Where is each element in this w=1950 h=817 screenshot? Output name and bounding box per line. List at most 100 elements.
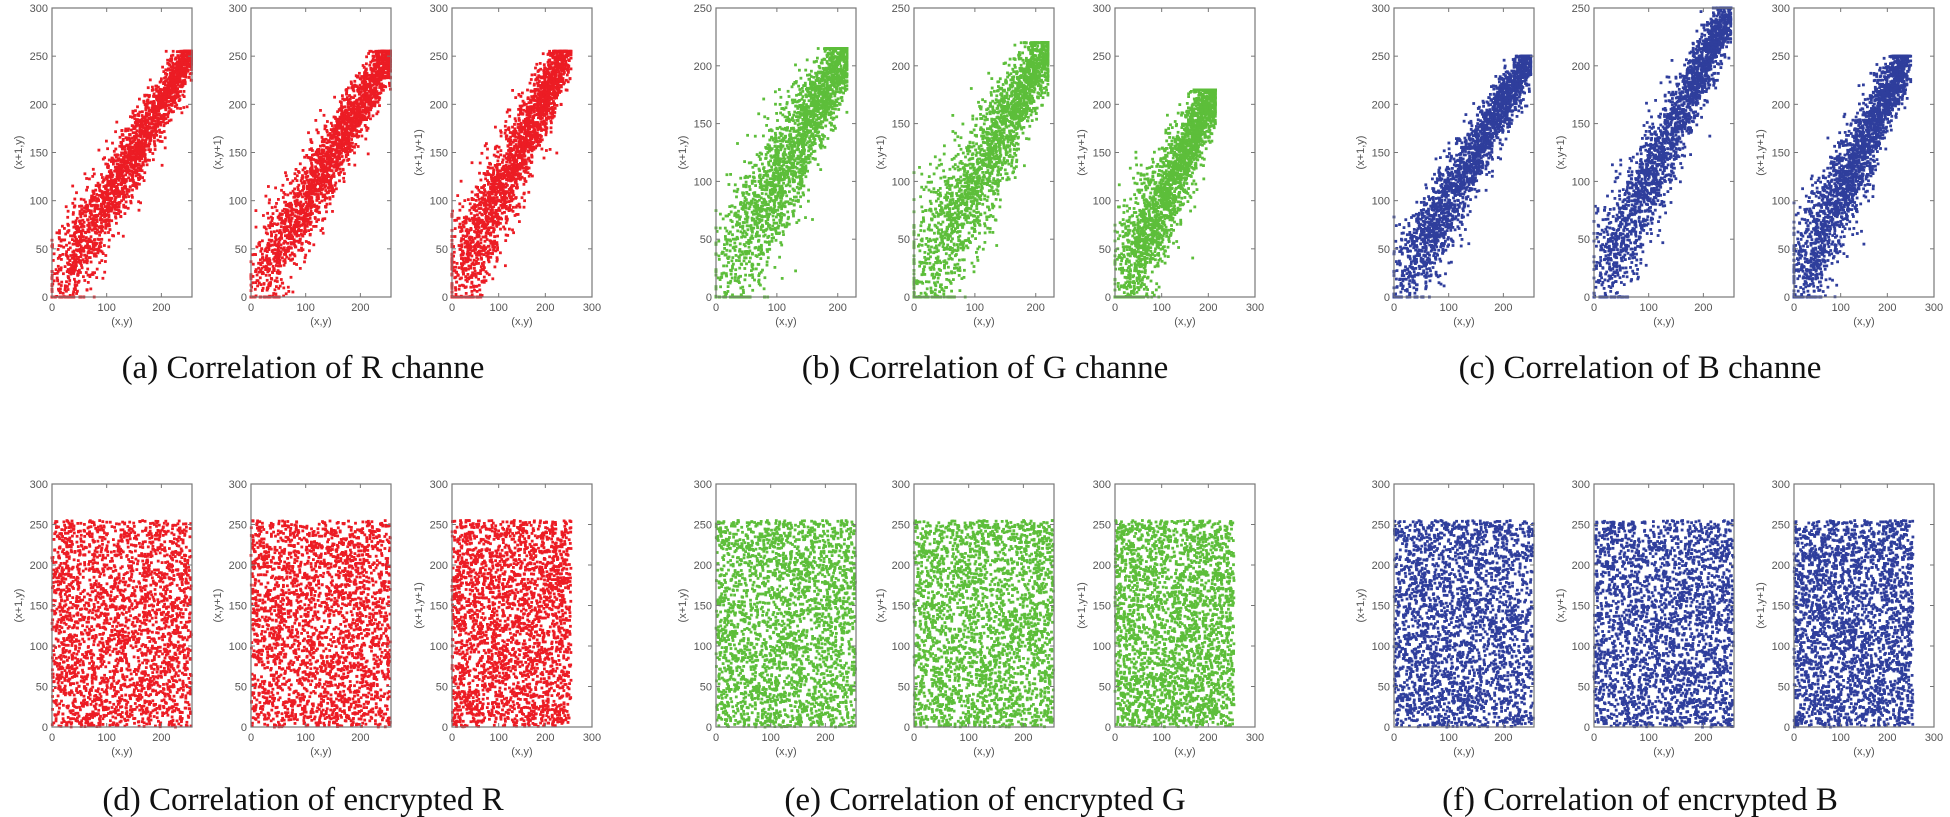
data-point <box>120 182 123 185</box>
data-point <box>132 171 135 174</box>
data-point <box>299 193 302 196</box>
data-point <box>353 80 356 83</box>
data-point <box>346 131 349 134</box>
data-point <box>82 239 85 242</box>
data-point <box>168 100 171 103</box>
data-point <box>353 164 356 167</box>
data-point <box>344 121 347 124</box>
data-point <box>169 94 172 97</box>
data-point <box>319 153 322 156</box>
data-point <box>346 127 349 130</box>
data-point <box>188 76 191 79</box>
data-point <box>478 284 481 287</box>
data-point <box>81 266 84 269</box>
data-point <box>312 189 315 192</box>
data-point <box>112 202 115 205</box>
data-point <box>331 210 334 213</box>
data-point <box>134 127 137 130</box>
data-point <box>93 239 96 242</box>
data-point <box>345 93 348 96</box>
data-point <box>135 142 138 145</box>
data-point <box>316 199 319 202</box>
data-point <box>266 279 269 282</box>
data-point <box>312 225 315 228</box>
data-point <box>128 133 131 136</box>
data-point <box>93 225 96 228</box>
data-point <box>381 53 384 56</box>
data-point <box>162 120 165 123</box>
data-point <box>283 231 286 234</box>
data-point <box>494 235 497 238</box>
data-point <box>309 233 312 236</box>
data-point <box>79 213 82 216</box>
data-point <box>272 212 275 215</box>
data-point <box>296 179 299 182</box>
data-point <box>326 148 329 151</box>
data-point <box>281 210 284 213</box>
data-point <box>317 189 320 192</box>
data-point <box>494 126 497 129</box>
data-point <box>348 146 351 149</box>
data-point <box>127 147 130 150</box>
data-point <box>317 169 320 172</box>
data-point <box>311 205 314 208</box>
data-point <box>101 194 104 197</box>
data-point <box>141 176 144 179</box>
data-point <box>347 112 350 115</box>
data-point <box>107 245 110 248</box>
data-point <box>170 57 173 60</box>
data-point <box>151 152 154 155</box>
data-point <box>358 90 361 93</box>
data-point <box>341 135 344 138</box>
data-point <box>154 95 157 98</box>
data-point <box>92 219 95 222</box>
data-point <box>164 136 167 139</box>
data-point <box>94 227 97 230</box>
data-point <box>339 120 342 123</box>
data-point <box>129 200 132 203</box>
data-point <box>119 170 122 173</box>
y-tick-label: 0 <box>241 292 247 304</box>
data-point <box>373 79 376 82</box>
data-point <box>109 175 112 178</box>
data-point <box>497 160 500 163</box>
data-point <box>268 268 271 271</box>
data-point <box>337 118 340 121</box>
data-point <box>262 272 265 275</box>
y-tick-label: 100 <box>30 196 48 208</box>
data-point <box>365 72 368 75</box>
data-point <box>264 226 267 229</box>
data-point <box>95 184 98 187</box>
data-point <box>282 184 285 187</box>
data-point <box>176 88 179 91</box>
data-point <box>380 83 383 86</box>
data-point <box>348 136 351 139</box>
data-point <box>361 105 364 108</box>
data-point <box>347 102 350 105</box>
data-point <box>157 121 160 124</box>
data-point <box>74 284 77 287</box>
data-point <box>304 254 307 257</box>
data-point <box>372 93 375 96</box>
data-point <box>99 190 102 193</box>
data-point <box>75 238 78 241</box>
data-point <box>166 113 169 116</box>
y-tick-label: 300 <box>229 3 247 15</box>
data-point <box>262 287 265 290</box>
data-point <box>367 116 370 119</box>
data-point <box>163 130 166 133</box>
data-point <box>135 149 138 152</box>
data-point <box>454 235 457 238</box>
data-point <box>146 134 149 137</box>
data-point <box>159 124 162 127</box>
data-point <box>89 256 92 259</box>
data-point <box>297 210 300 213</box>
data-point <box>299 190 302 193</box>
data-point <box>267 217 270 220</box>
data-point <box>287 290 290 293</box>
data-point <box>102 158 105 161</box>
data-point <box>184 81 187 84</box>
data-point <box>300 247 303 250</box>
data-point <box>305 201 308 204</box>
